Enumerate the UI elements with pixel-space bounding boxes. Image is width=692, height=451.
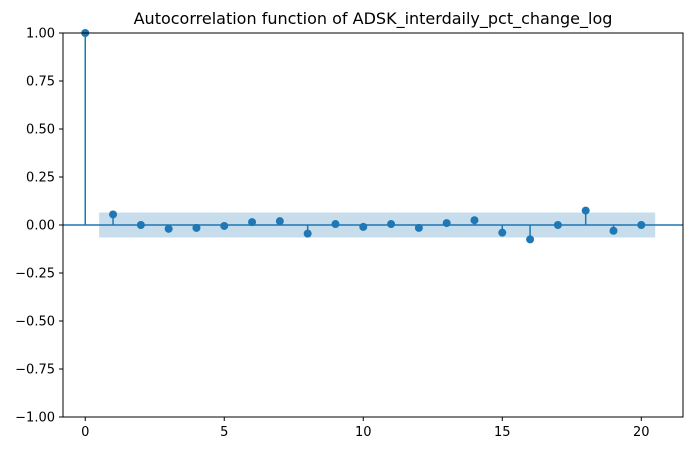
acf-point: [164, 224, 173, 233]
y-tick-label: 0.50: [26, 123, 55, 138]
acf-point: [248, 218, 257, 227]
acf-point: [275, 217, 284, 226]
acf-point: [581, 206, 590, 215]
acf-point: [359, 222, 368, 231]
acf-point: [637, 221, 646, 229]
y-tick-label: 0.25: [26, 171, 55, 186]
acf-point: [442, 219, 451, 228]
y-tick-label: −0.50: [15, 315, 55, 330]
marker-layer: [81, 29, 646, 244]
acf-point: [303, 229, 312, 238]
x-tick-label: 5: [220, 425, 228, 440]
y-tick-label: −0.25: [15, 267, 55, 282]
x-axis-ticks: 0 5 10 15 20: [81, 417, 650, 440]
acf-point: [470, 216, 479, 225]
y-tick-label: 1.00: [26, 27, 55, 42]
x-tick-label: 10: [355, 425, 372, 440]
acf-point: [109, 210, 118, 219]
acf-point: [414, 223, 423, 232]
chart-title: Autocorrelation function of ADSK_interda…: [134, 9, 613, 29]
acf-point: [220, 221, 229, 230]
x-tick-label: 15: [494, 425, 511, 440]
acf-point: [331, 220, 340, 229]
acf-point: [526, 235, 535, 244]
y-tick-label: −0.75: [15, 363, 55, 378]
x-tick-label: 0: [81, 425, 89, 440]
y-tick-label: −1.00: [15, 411, 55, 426]
acf-point: [136, 221, 145, 229]
acf-point: [387, 220, 396, 229]
acf-point: [609, 226, 618, 235]
acf-point: [192, 223, 201, 232]
y-axis-ticks: −1.00 −0.75 −0.50 −0.25 0.00 0.25 0.50 0.75 1.00: [15, 27, 63, 426]
stem-layer: [84, 33, 615, 240]
y-tick-label: 0.00: [26, 219, 55, 234]
acf-point: [498, 228, 507, 237]
acf-point: [553, 221, 562, 229]
x-tick-label: 20: [633, 425, 650, 440]
y-tick-label: 0.75: [26, 75, 55, 90]
